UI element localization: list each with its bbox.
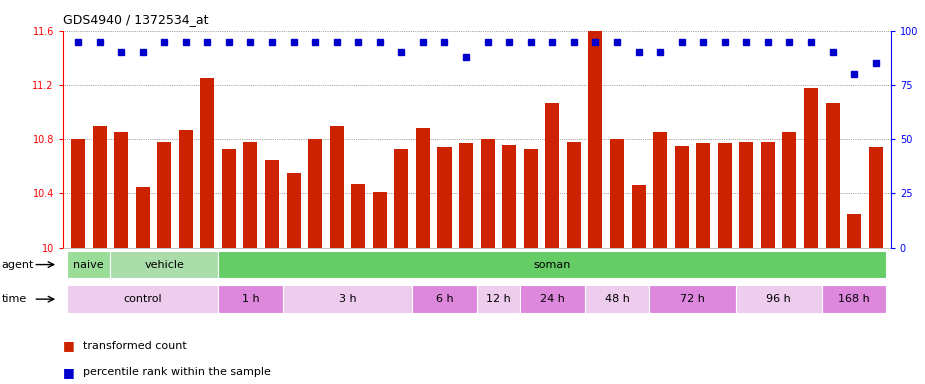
Bar [179, 130, 192, 248]
Text: agent: agent [2, 260, 34, 270]
Bar [218, 285, 283, 313]
Text: 48 h: 48 h [605, 294, 629, 304]
Bar [68, 251, 110, 278]
Bar [546, 103, 560, 248]
Text: vehicle: vehicle [144, 260, 184, 270]
Text: ■: ■ [63, 366, 75, 379]
Bar [783, 132, 796, 248]
Bar [502, 145, 516, 248]
Bar [92, 126, 106, 248]
Bar [136, 187, 150, 248]
Bar [761, 142, 775, 248]
Bar [352, 184, 365, 248]
Bar [585, 285, 649, 313]
Bar [610, 139, 624, 248]
Text: 72 h: 72 h [680, 294, 705, 304]
Text: 1 h: 1 h [241, 294, 259, 304]
Bar [588, 31, 602, 248]
Text: GDS4940 / 1372534_at: GDS4940 / 1372534_at [63, 13, 208, 26]
Bar [825, 103, 840, 248]
Bar [71, 139, 85, 248]
Bar [739, 142, 753, 248]
Text: 168 h: 168 h [838, 294, 870, 304]
Text: ■: ■ [63, 339, 75, 352]
Bar [524, 149, 537, 248]
Bar [697, 143, 710, 248]
Bar [218, 251, 886, 278]
Bar [416, 128, 430, 248]
Bar [243, 142, 257, 248]
Bar [283, 285, 413, 313]
Bar [477, 285, 520, 313]
Bar [735, 285, 821, 313]
Text: 96 h: 96 h [766, 294, 791, 304]
Text: 24 h: 24 h [540, 294, 565, 304]
Bar [653, 132, 667, 248]
Bar [329, 126, 344, 248]
Bar [394, 149, 408, 248]
Bar [438, 147, 451, 248]
Bar [520, 285, 585, 313]
Bar [201, 78, 215, 248]
Text: 12 h: 12 h [486, 294, 511, 304]
Bar [481, 139, 495, 248]
Text: percentile rank within the sample: percentile rank within the sample [83, 367, 271, 377]
Bar [674, 146, 688, 248]
Bar [265, 159, 279, 248]
Bar [287, 173, 301, 248]
Bar [114, 132, 129, 248]
Bar [459, 143, 473, 248]
Text: control: control [123, 294, 162, 304]
Bar [718, 143, 732, 248]
Text: 3 h: 3 h [339, 294, 356, 304]
Bar [649, 285, 735, 313]
Bar [869, 147, 882, 248]
Bar [222, 149, 236, 248]
Bar [821, 285, 886, 313]
Text: time: time [2, 294, 27, 304]
Text: 6 h: 6 h [436, 294, 453, 304]
Text: soman: soman [534, 260, 571, 270]
Text: naive: naive [73, 260, 105, 270]
Bar [157, 142, 171, 248]
Bar [373, 192, 387, 248]
Bar [68, 285, 218, 313]
Bar [804, 88, 818, 248]
Bar [308, 139, 322, 248]
Bar [110, 251, 218, 278]
Text: transformed count: transformed count [83, 341, 187, 351]
Bar [413, 285, 477, 313]
Bar [632, 185, 646, 248]
Bar [567, 142, 581, 248]
Bar [847, 214, 861, 248]
